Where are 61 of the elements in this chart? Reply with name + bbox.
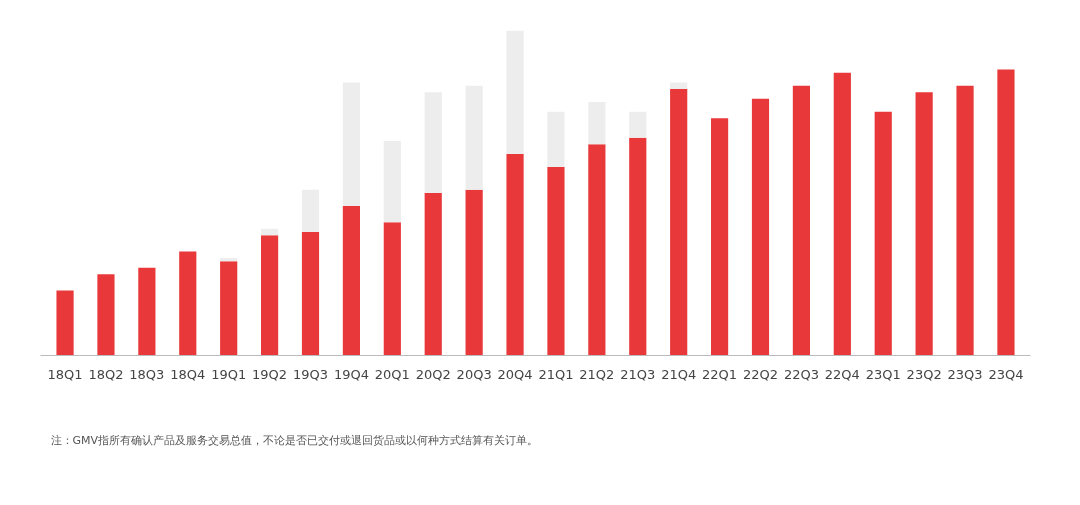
bar <box>97 274 115 356</box>
x-tick-label: 23Q2 <box>906 366 942 382</box>
bar <box>383 222 401 356</box>
bar <box>220 258 238 262</box>
bar <box>424 92 442 193</box>
bar <box>56 290 74 356</box>
x-tick-label: 18Q2 <box>88 366 124 382</box>
x-tick-label: 18Q3 <box>129 366 165 382</box>
x-tick-label: 21Q3 <box>620 366 656 382</box>
bar <box>424 193 442 356</box>
text: 注：GMV指所有确认产品及服务交易总值，不论是否已交付或退回货品或以何种方式结算有关订单。 <box>50 434 539 447</box>
bar <box>547 111 565 167</box>
x-tick-label: 19Q4 <box>333 366 369 382</box>
x-tick-label: 19Q1 <box>211 366 247 382</box>
x-tick-label: 21Q4 <box>661 366 697 382</box>
bar <box>383 141 401 223</box>
bar <box>547 167 565 356</box>
bar <box>670 89 688 356</box>
x-tick-label: 23Q3 <box>947 366 983 382</box>
bar <box>301 189 320 232</box>
bar <box>833 72 851 356</box>
x-tick-label: 20Q1 <box>374 366 410 382</box>
x-tick-label: 20Q4 <box>497 366 533 382</box>
bar <box>342 206 360 356</box>
bar <box>956 85 974 356</box>
bar <box>997 69 1015 356</box>
x-tick-label: 21Q2 <box>579 366 615 382</box>
bar <box>301 232 320 356</box>
x-tick-label: 23Q1 <box>865 366 901 382</box>
x-tick-label: 19Q2 <box>252 366 288 382</box>
bar <box>588 144 606 356</box>
bar <box>915 92 933 356</box>
x-tick-label: 20Q3 <box>456 366 492 382</box>
x-tick-label: 22Q4 <box>824 366 860 382</box>
x-tick-label: 18Q1 <box>47 366 83 382</box>
bar <box>588 102 606 145</box>
bar <box>751 98 770 356</box>
bar <box>179 251 197 356</box>
x-tick-label: 20Q2 <box>415 366 451 382</box>
x-tick-label: 18Q4 <box>170 366 206 382</box>
bar <box>261 228 279 236</box>
bar <box>465 85 483 190</box>
bar <box>506 154 524 356</box>
bar <box>220 261 238 356</box>
bar <box>874 111 892 356</box>
x-tick-label: 19Q3 <box>292 366 329 382</box>
x-tick-label: 21Q1 <box>538 366 574 382</box>
x-tick-label: 22Q1 <box>702 366 738 382</box>
x-tick-label: 22Q2 <box>742 366 779 382</box>
bar <box>138 267 156 356</box>
bar <box>629 137 647 356</box>
bar <box>261 235 279 356</box>
bar <box>711 118 729 356</box>
bar <box>792 85 810 356</box>
bar <box>629 111 647 138</box>
bar <box>342 82 360 206</box>
bar <box>670 82 688 89</box>
bar <box>506 30 524 154</box>
x-tick-label: 23Q4 <box>988 366 1024 382</box>
bar <box>465 189 483 356</box>
x-tick-label: 22Q3 <box>783 366 819 382</box>
